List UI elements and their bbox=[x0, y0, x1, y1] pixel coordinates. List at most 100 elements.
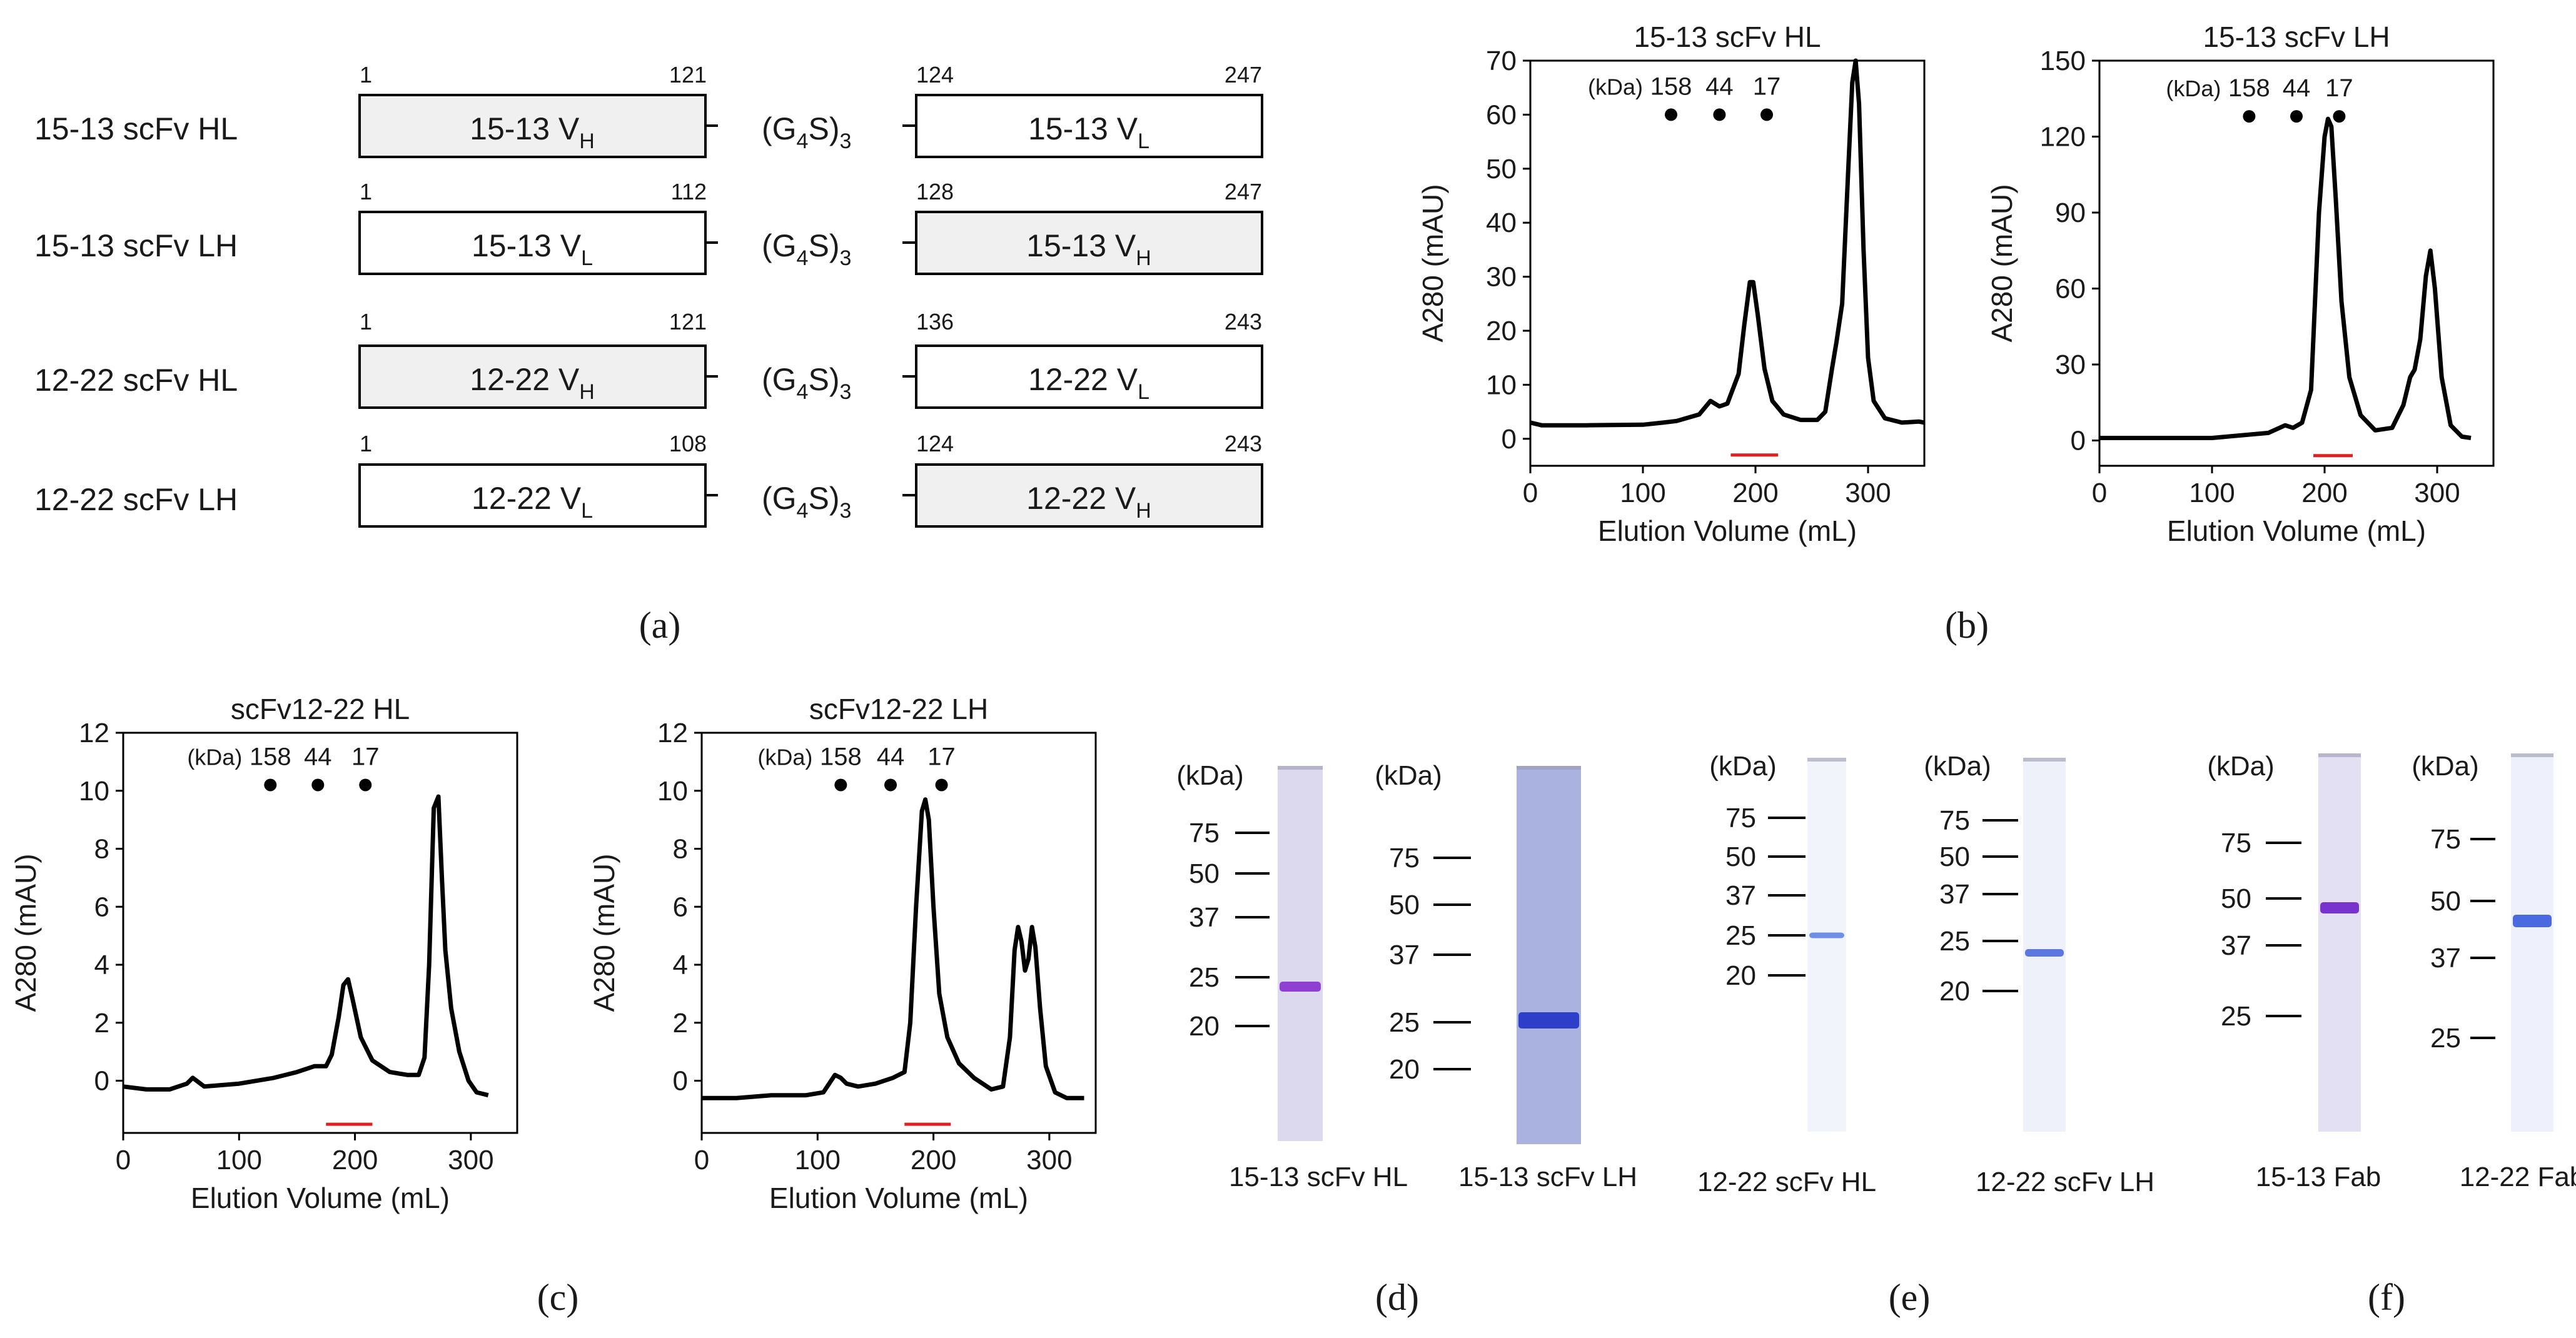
linker-label: (G4S)3 bbox=[762, 481, 851, 523]
protein-band bbox=[1809, 932, 1844, 938]
gel-lane bbox=[2511, 753, 2553, 1132]
y-axis-label: A280 (mAU) bbox=[588, 853, 620, 1012]
construct-row: 12-22 scFv LH 1 108 12-22 VL (G4S)3 124 … bbox=[34, 431, 1263, 528]
domain-label-right: 12-22 VL bbox=[1028, 362, 1149, 404]
plot-frame bbox=[700, 732, 1097, 1134]
marker-dot bbox=[2243, 110, 2256, 123]
residue-start-right: 124 bbox=[916, 431, 954, 456]
x-axis-label: Elution Volume (mL) bbox=[769, 1182, 1028, 1214]
ladder-kda-label: 50 bbox=[1389, 890, 1420, 920]
residue-end-right: 247 bbox=[1225, 179, 1262, 204]
chart-title: scFv12-22 HL bbox=[231, 693, 410, 725]
panel-label-d: (d) bbox=[1375, 1277, 1419, 1318]
x-tick-label: 100 bbox=[795, 1145, 841, 1175]
marker-kda-label: 17 bbox=[351, 743, 380, 770]
domain-label-right: 12-22 VH bbox=[1026, 481, 1151, 523]
ladder-kda-label: 37 bbox=[1389, 940, 1420, 970]
ladder-kda-label: 37 bbox=[2221, 930, 2251, 961]
panel-label-f: (f) bbox=[2368, 1277, 2405, 1318]
ladder-kda-label: 37 bbox=[1189, 902, 1220, 933]
ladder-kda-label: 75 bbox=[1725, 803, 1756, 833]
x-tick-label: 0 bbox=[1523, 478, 1538, 508]
x-tick-label: 300 bbox=[1845, 478, 1891, 508]
marker-kda-label: 158 bbox=[250, 743, 291, 770]
gel-well-edge bbox=[2318, 753, 2361, 757]
chart-title: scFv12-22 LH bbox=[809, 693, 988, 725]
gel-caption: 12-22 scFv HL bbox=[1697, 1167, 1876, 1197]
gel-units-label: (kDa) bbox=[2412, 751, 2479, 782]
x-tick-label: 100 bbox=[1620, 478, 1665, 508]
gel-units-label: (kDa) bbox=[1709, 751, 1777, 782]
protein-band bbox=[2025, 949, 2064, 957]
x-tick-label: 0 bbox=[694, 1145, 709, 1175]
x-tick-label: 300 bbox=[1026, 1145, 1072, 1175]
x-tick-label: 200 bbox=[332, 1145, 378, 1175]
x-tick-label: 200 bbox=[911, 1145, 956, 1175]
marker-kda-label: 17 bbox=[927, 743, 956, 770]
y-tick-label: 30 bbox=[2055, 350, 2086, 380]
ladder-kda-label: 37 bbox=[1939, 879, 1970, 910]
y-tick-label: 120 bbox=[2040, 122, 2086, 153]
panel-label-b: (b) bbox=[1945, 605, 1989, 646]
gel-well-edge bbox=[2511, 753, 2553, 757]
marker-units-label: (kDa) bbox=[1588, 74, 1643, 99]
domain-label-left: 15-13 VH bbox=[470, 111, 595, 153]
y-axis-label: A280 (mAU) bbox=[1986, 184, 2018, 342]
x-axis-label: Elution Volume (mL) bbox=[1598, 515, 1857, 547]
gel-15-13-scfv-lh: (kDa) 75 50 37 25 20 15-13 scFv LH bbox=[1375, 760, 1637, 1192]
gel-well-edge bbox=[2023, 758, 2066, 762]
linker-label: (G4S)3 bbox=[762, 228, 851, 270]
x-axis-label: Elution Volume (mL) bbox=[2167, 515, 2426, 547]
gel-caption: 15-13 scFv LH bbox=[1458, 1162, 1637, 1192]
x-tick-label: 300 bbox=[2414, 478, 2460, 508]
y-tick-label: 2 bbox=[673, 1008, 688, 1039]
gel-caption: 12-22 scFv LH bbox=[1976, 1167, 2154, 1197]
ladder-kda-label: 25 bbox=[1189, 962, 1220, 993]
residue-end-left: 108 bbox=[669, 431, 707, 456]
residue-start-right: 124 bbox=[916, 62, 954, 88]
residue-end-left: 121 bbox=[669, 62, 707, 88]
y-tick-label: 30 bbox=[1486, 262, 1517, 293]
y-tick-label: 90 bbox=[2055, 198, 2086, 228]
plot-frame bbox=[2098, 59, 2495, 467]
x-tick-label: 200 bbox=[2301, 478, 2347, 508]
gel-units-label: (kDa) bbox=[1176, 760, 1244, 791]
absorbance-trace bbox=[2099, 116, 2472, 440]
marker-dot bbox=[1760, 108, 1773, 121]
marker-dot bbox=[264, 778, 277, 792]
construct-name: 15-13 scFv HL bbox=[34, 111, 238, 146]
ladder-kda-label: 75 bbox=[2430, 824, 2461, 855]
construct-row: 15-13 scFv LH 1 112 15-13 VL (G4S)3 128 … bbox=[34, 179, 1263, 275]
gel-well-edge bbox=[1517, 766, 1581, 770]
residue-end-right: 247 bbox=[1225, 62, 1262, 88]
y-tick-label: 2 bbox=[94, 1008, 109, 1039]
x-tick-label: 0 bbox=[2092, 478, 2107, 508]
protein-band bbox=[2513, 915, 2552, 927]
domain-label-left: 12-22 VH bbox=[470, 362, 595, 404]
ladder-kda-label: 25 bbox=[1939, 926, 1970, 957]
y-tick-label: 6 bbox=[673, 892, 688, 922]
y-tick-label: 0 bbox=[1502, 424, 1517, 455]
x-tick-label: 0 bbox=[116, 1145, 131, 1175]
sec-chart-scfv12-22-hl: scFv12-22 HL 0 100 200 300 0 2 4 6 8 10 12 Elution V… bbox=[9, 693, 518, 1214]
ladder-kda-label: 25 bbox=[2221, 1001, 2251, 1032]
gel-lane bbox=[2023, 758, 2066, 1132]
protein-band bbox=[1280, 982, 1321, 992]
domain-box-right bbox=[915, 345, 1263, 409]
domain-box-right bbox=[915, 94, 1263, 158]
y-tick-label: 8 bbox=[94, 834, 109, 865]
construct-name: 15-13 scFv LH bbox=[34, 228, 238, 263]
y-axis-label: A280 (mAU) bbox=[1417, 184, 1449, 342]
marker-units-label: (kDa) bbox=[757, 744, 812, 770]
gel-caption: 15-13 Fab bbox=[2256, 1162, 2382, 1192]
y-axis-label: A280 (mAU) bbox=[9, 853, 42, 1012]
plot-frame bbox=[1529, 59, 1926, 467]
linker-label: (G4S)3 bbox=[762, 111, 851, 153]
marker-units-label: (kDa) bbox=[187, 744, 242, 770]
absorbance-trace bbox=[123, 794, 489, 1098]
chart-title: 15-13 scFv LH bbox=[2203, 21, 2390, 53]
gel-15-13-fab: (kDa) 75 50 37 25 15-13 Fab bbox=[2207, 751, 2381, 1192]
panel-label-c: (c) bbox=[537, 1277, 579, 1318]
gel-caption: 12-22 Fab bbox=[2460, 1162, 2576, 1192]
construct-row: 15-13 scFv HL 1 121 15-13 VH (G4S)3 124 … bbox=[34, 62, 1263, 158]
